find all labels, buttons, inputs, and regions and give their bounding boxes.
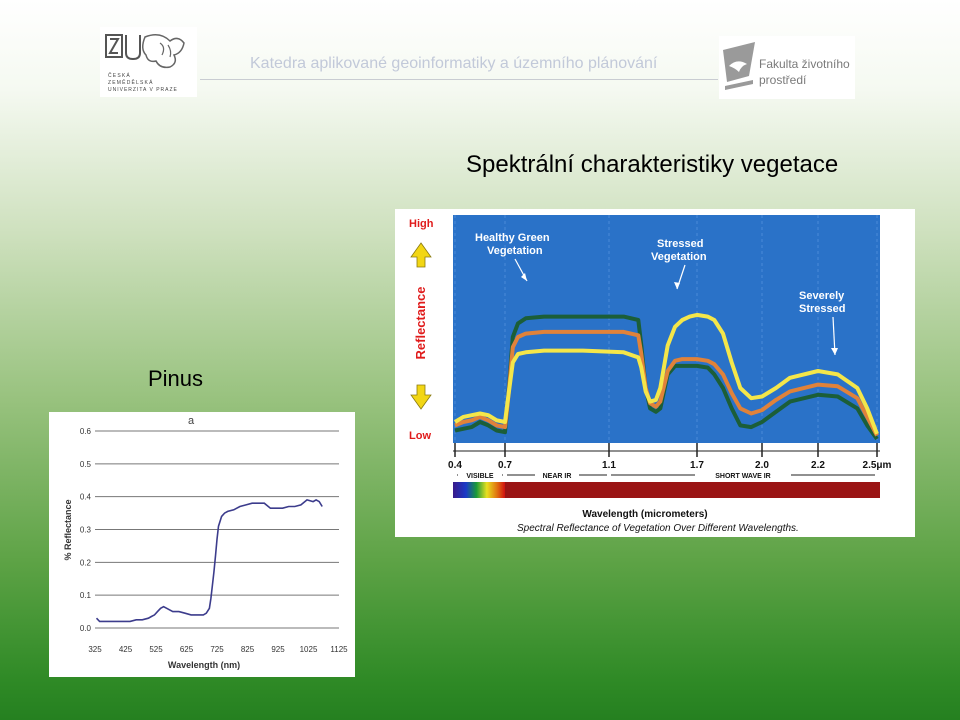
chart-x-axis-label: Wavelength (nm) <box>168 660 240 670</box>
x-tick-label: 1.7 <box>690 460 704 471</box>
figure-caption: Spectral Reflectance of Vegetation Over … <box>517 523 799 534</box>
logo-line-3: UNIVERZITA V PRAZE <box>108 87 178 93</box>
faculty-name-line1: Fakulta životního <box>759 57 850 71</box>
x-tick-label: 325 <box>88 645 102 654</box>
y-low-label: Low <box>409 430 431 442</box>
region-short-wave-ir-label: SHORT WAVE IR <box>715 473 770 480</box>
czu-logo-icon: ČESKÁ ZEMĚDĚLSKÁ UNIVERZITA V PRAZE <box>105 34 185 93</box>
annotation-stressed-arrowhead <box>674 282 680 289</box>
pinus-reflectance-chart: a 0.0 0.1 0.2 0.3 0.4 0.5 0.6 325 425 525 625 725 8… <box>49 412 355 677</box>
logo-line-2: ZEMĚDĚLSKÁ <box>108 78 154 86</box>
chart-plot-background <box>453 215 880 443</box>
y-tick-label: 0.1 <box>80 591 92 600</box>
annotation-severely: Severely Stressed <box>799 290 845 315</box>
x-tick-label: 525 <box>149 645 163 654</box>
annotation-severely-arrowhead <box>831 348 838 355</box>
annotation-healthy: Healthy Green Vegetation <box>475 232 550 257</box>
annotation-healthy-arrowhead <box>521 273 527 281</box>
x-tick-label: 1025 <box>300 645 318 654</box>
vegetation-spectral-figure: High Reflectance Low Healthy Green Vegeta… <box>395 209 915 537</box>
y-tick-label: 0.3 <box>80 526 92 535</box>
x-tick-label: 425 <box>119 645 133 654</box>
faculty-name-line2: prostředí <box>759 73 807 87</box>
y-tick-label: 0.0 <box>80 624 92 633</box>
faculty-name: Fakulta životního prostředí <box>759 56 850 88</box>
x-tick-label: 2.5μm <box>863 460 892 471</box>
down-arrow-icon <box>410 384 432 410</box>
up-arrow-icon <box>410 242 432 268</box>
faculty-bird-icon <box>723 42 755 90</box>
x-tick-label: 0.7 <box>498 460 512 471</box>
y-axis-reflectance-label: Reflectance <box>413 287 428 360</box>
visible-spectrum-bar <box>453 482 505 498</box>
faculty-logo: Fakulta životního prostředí <box>719 36 855 99</box>
y-tick-label: 0.4 <box>80 493 92 502</box>
y-tick-label: 0.5 <box>80 460 92 469</box>
stressed-vegetation-line <box>453 312 879 435</box>
pinus-reflectance-line <box>95 498 323 623</box>
vegetation-chart-svg: High Reflectance Low Healthy Green Vegeta… <box>395 209 915 537</box>
x-tick-label: 2.2 <box>811 460 825 471</box>
annotation-stressed: Stressed Vegetation <box>651 238 707 263</box>
y-tick-label: 0.2 <box>80 558 92 567</box>
chart-panel-label: a <box>188 415 195 427</box>
pinus-label: Pinus <box>148 366 204 391</box>
x-tick-label: 625 <box>180 645 194 654</box>
x-tick-label: 725 <box>210 645 224 654</box>
y-high-label: High <box>409 218 434 230</box>
region-visible-label: VISIBLE <box>466 473 494 480</box>
logo-line-1: ČESKÁ <box>108 72 131 79</box>
slide-title: Spektrální charakteristiky vegetace <box>466 151 839 178</box>
header-divider <box>200 79 718 80</box>
x-tick-label: 0.4 <box>448 460 462 471</box>
department-name: Katedra aplikované geoinformatiky a územ… <box>250 55 658 72</box>
chart-y-axis-label: % Reflectance <box>63 499 73 560</box>
infrared-spectrum-bar <box>505 482 880 498</box>
pinus-chart-svg: a 0.0 0.1 0.2 0.3 0.4 0.5 0.6 325 425 525 625 725 8… <box>63 415 348 670</box>
x-axis-label: Wavelength (micrometers) <box>582 509 707 520</box>
region-short-wave-ir-label-bg <box>695 470 791 480</box>
x-tick-label: 825 <box>241 645 255 654</box>
x-tick-label: 2.0 <box>755 460 769 471</box>
x-tick-label: 1.1 <box>602 460 616 471</box>
x-tick-label: 1125 <box>330 645 348 654</box>
region-near-ir-label-bg <box>535 470 579 480</box>
region-visible-label-bg <box>458 470 502 480</box>
x-tick-label: 925 <box>271 645 285 654</box>
y-tick-label: 0.6 <box>80 427 92 436</box>
region-near-ir-label: NEAR IR <box>543 473 572 480</box>
czu-university-logo: ČESKÁ ZEMĚDĚLSKÁ UNIVERZITA V PRAZE <box>100 27 197 97</box>
